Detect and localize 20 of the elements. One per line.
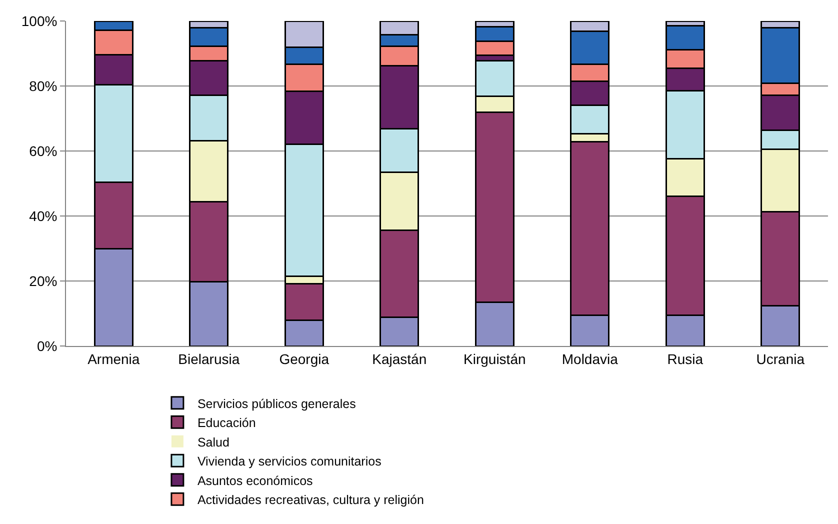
legend-label: Servicios públicos generales [197,396,356,411]
x-tick-label: Bielarusia [178,350,240,367]
x-tick-label: Kajastán [372,350,427,367]
legend-label: Salud [197,435,230,450]
x-tick-label: Moldavia [562,350,618,367]
legend-label: Educación [197,416,256,430]
x-tick-label: Georgia [279,350,330,367]
x-tick-label: Rusia [667,350,704,367]
legend-label: Asuntos económicos [197,474,313,488]
y-tick-label: 60% [29,142,58,159]
y-tick-label: 20% [29,272,58,289]
y-tick-label: 80% [29,78,58,94]
legend-label: Actividades recreativas, cultura y religión [197,493,424,507]
y-tick-label: 0% [36,338,58,354]
y-tick-label: 40% [29,208,58,224]
y-tick-label: 100% [21,12,58,29]
legend-label: Vivienda y servicios comunitarios [197,454,382,468]
x-tick-label: Kirguistán [463,350,526,367]
x-tick-label: Ucrania [756,350,805,367]
x-tick-label: Armenia [88,350,140,367]
